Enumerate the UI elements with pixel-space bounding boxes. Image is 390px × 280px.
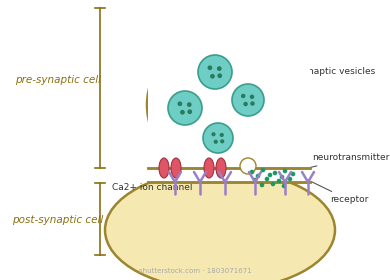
Ellipse shape — [171, 158, 181, 178]
Circle shape — [177, 101, 182, 106]
Circle shape — [210, 74, 215, 79]
Circle shape — [256, 174, 260, 178]
Circle shape — [273, 171, 277, 175]
Circle shape — [207, 65, 212, 70]
Circle shape — [211, 132, 216, 136]
Polygon shape — [148, 0, 310, 182]
Circle shape — [253, 178, 257, 182]
Text: shutterstock.com · 1803071671: shutterstock.com · 1803071671 — [138, 268, 252, 274]
Circle shape — [260, 183, 264, 187]
Circle shape — [203, 123, 233, 153]
Circle shape — [283, 169, 287, 173]
Circle shape — [168, 91, 202, 125]
Polygon shape — [148, 168, 310, 182]
Ellipse shape — [204, 158, 214, 178]
Circle shape — [280, 175, 284, 179]
Circle shape — [241, 94, 245, 98]
Circle shape — [214, 140, 218, 144]
Circle shape — [282, 184, 286, 188]
Text: pre-synaptic cell: pre-synaptic cell — [15, 75, 101, 85]
Polygon shape — [192, 0, 236, 35]
Circle shape — [187, 102, 191, 107]
Circle shape — [250, 101, 255, 106]
Text: Ca2+ ion channel: Ca2+ ion channel — [112, 172, 193, 193]
Circle shape — [187, 109, 192, 114]
Circle shape — [243, 102, 248, 106]
Text: post-synaptic cell: post-synaptic cell — [12, 215, 104, 225]
Circle shape — [217, 66, 222, 71]
Ellipse shape — [159, 158, 169, 178]
Circle shape — [180, 110, 185, 115]
Circle shape — [277, 179, 281, 183]
Circle shape — [271, 182, 275, 186]
Circle shape — [268, 173, 272, 177]
Circle shape — [220, 139, 224, 143]
Text: synaptic vesicles: synaptic vesicles — [258, 67, 375, 91]
Circle shape — [240, 158, 256, 174]
Circle shape — [220, 133, 224, 137]
Text: receptor: receptor — [310, 181, 369, 204]
Circle shape — [217, 73, 222, 78]
Circle shape — [198, 55, 232, 89]
Ellipse shape — [216, 158, 226, 178]
Circle shape — [250, 95, 254, 99]
Circle shape — [261, 168, 265, 172]
Circle shape — [147, 37, 283, 173]
Ellipse shape — [105, 170, 335, 280]
Text: neurotransmitter: neurotransmitter — [281, 153, 389, 174]
Circle shape — [291, 172, 295, 176]
Circle shape — [250, 170, 254, 174]
Circle shape — [232, 84, 264, 116]
Circle shape — [288, 177, 292, 181]
Circle shape — [265, 177, 269, 181]
